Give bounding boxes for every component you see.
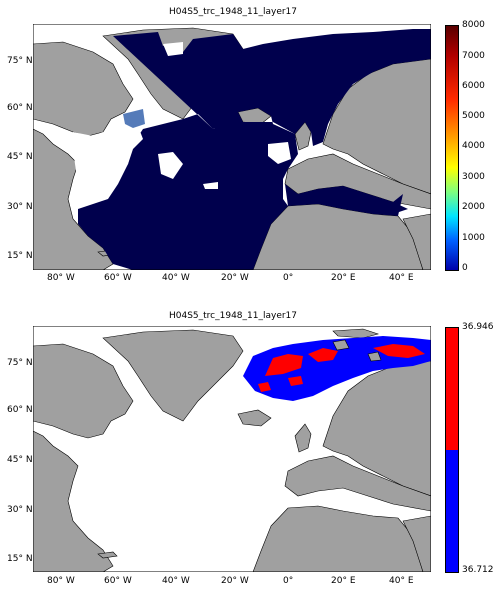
top-lat-60: 60° N [7, 103, 33, 113]
top-lon-80w: 80° W [47, 273, 75, 283]
top-lon-20w: 20° W [221, 273, 249, 283]
bottom-lon-0: 0° [283, 576, 294, 586]
bottom-lat-45: 45° N [7, 455, 33, 465]
cbar-tick-3000: 3000 [462, 172, 485, 182]
top-highlight [123, 109, 145, 128]
bottom-lon-60w: 60° W [104, 576, 132, 586]
bottom-lat-30: 30° N [7, 505, 33, 515]
bottom-lon-40e: 40° E [389, 576, 414, 586]
cbar-tick-6000: 6000 [462, 81, 485, 91]
bottom-arctic-field [243, 336, 431, 401]
top-lon-40w: 40° W [162, 273, 190, 283]
cbar-tick-max: 36.946 [462, 322, 494, 332]
bottom-map-title: H04S5_trc_1948_11_layer17 [168, 311, 298, 321]
cbar-tick-0: 0 [462, 263, 468, 273]
cbar-tick-5000: 5000 [462, 111, 485, 121]
cbar-tick-2000: 2000 [462, 202, 485, 212]
bottom-lon-20e: 20° E [331, 576, 356, 586]
top-colorbar [445, 25, 459, 271]
bottom-map [33, 326, 431, 572]
top-lat-45: 45° N [7, 152, 33, 162]
bottom-lon-80w: 80° W [47, 576, 75, 586]
top-lat-15: 15° N [7, 251, 33, 261]
cbar-tick-1000: 1000 [462, 233, 485, 243]
top-lon-0: 0° [283, 273, 294, 283]
top-nodata [73, 42, 291, 204]
top-lon-60w: 60° W [104, 273, 132, 283]
bottom-land [33, 326, 431, 572]
top-land [33, 24, 431, 270]
bottom-lat-15: 15° N [7, 554, 33, 564]
top-map-title: H04S5_trc_1948_11_layer17 [168, 7, 298, 17]
cbar-tick-8000: 8000 [462, 20, 485, 30]
cbar-tick-7000: 7000 [462, 51, 485, 61]
bottom-lon-40w: 40° W [162, 576, 190, 586]
top-lat-30: 30° N [7, 202, 33, 212]
top-lon-40e: 40° E [389, 273, 414, 283]
top-lon-20e: 20° E [331, 273, 356, 283]
cbar-tick-min: 36.712 [462, 565, 494, 575]
bottom-lat-60: 60° N [7, 405, 33, 415]
bottom-colorbar [445, 327, 459, 573]
top-ocean [78, 29, 431, 270]
bottom-lon-20w: 20° W [221, 576, 249, 586]
top-map [33, 24, 431, 270]
top-lat-75: 75° N [7, 56, 33, 66]
cbar-tick-4000: 4000 [462, 141, 485, 151]
bottom-lat-75: 75° N [7, 358, 33, 368]
